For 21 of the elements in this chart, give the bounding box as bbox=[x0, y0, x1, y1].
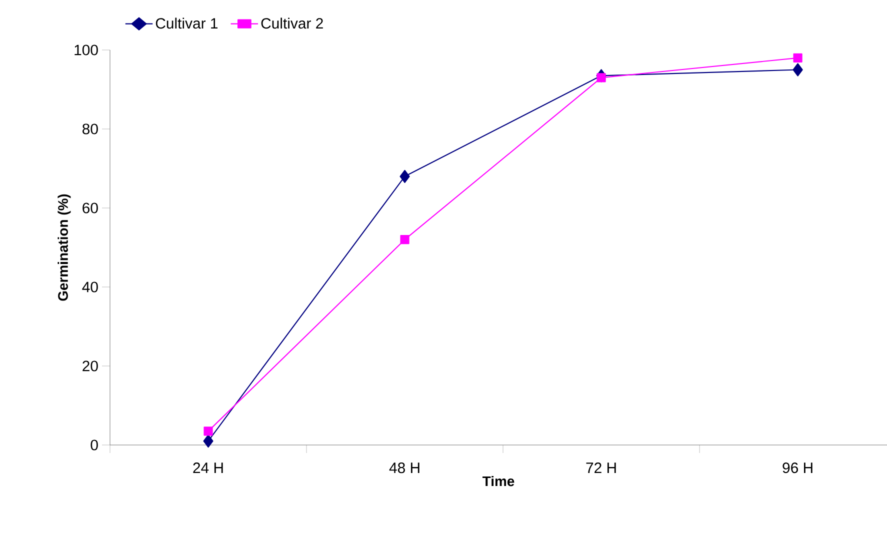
point bbox=[792, 63, 803, 76]
y-tick-label: 60 bbox=[82, 202, 98, 214]
x-tick-label: 48 H bbox=[389, 462, 420, 474]
y-tick-label: 40 bbox=[82, 282, 98, 292]
y-tick-label: 0 bbox=[90, 440, 98, 450]
y-tick-label: 100 bbox=[74, 44, 98, 56]
point bbox=[596, 73, 606, 82]
point bbox=[400, 170, 410, 183]
y-tick-label: 80 bbox=[82, 124, 98, 134]
point bbox=[400, 235, 410, 244]
point bbox=[203, 434, 214, 448]
point bbox=[793, 53, 802, 62]
x-tick-label: 96 H bbox=[782, 462, 812, 474]
y-axis-title: Germination (%) bbox=[58, 194, 71, 301]
y-tick-label: 20 bbox=[82, 360, 98, 372]
x-tick-label: 72 H bbox=[586, 462, 616, 473]
legend-label: Cultivar 1 bbox=[156, 18, 218, 29]
legend-label: Cultivar 2 bbox=[261, 18, 323, 29]
x-axis-title: Time bbox=[482, 476, 514, 486]
x-tick-label: 24 H bbox=[193, 462, 223, 473]
point bbox=[204, 426, 213, 436]
